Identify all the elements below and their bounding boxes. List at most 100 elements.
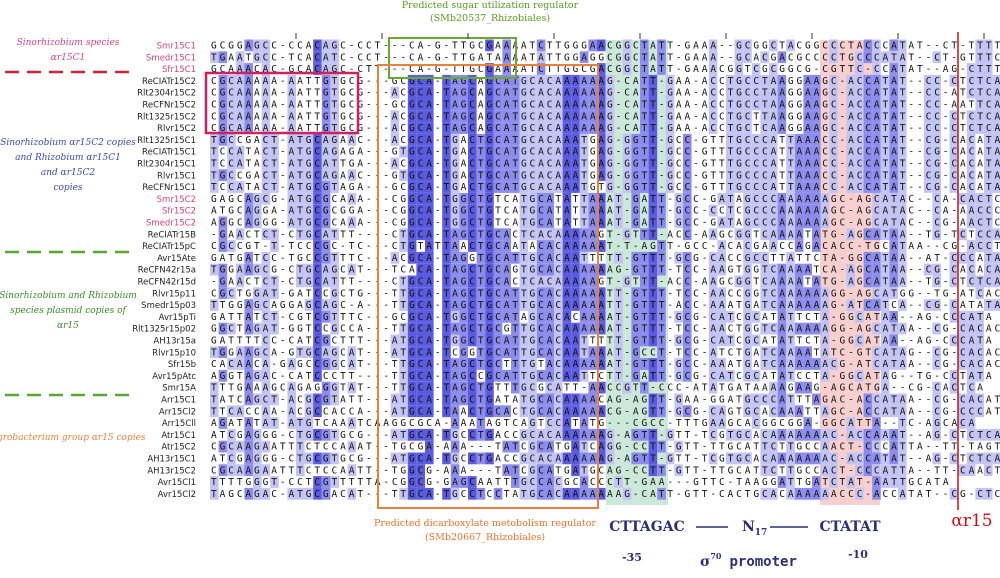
conservation-cell — [528, 181, 537, 193]
conservation-cell — [218, 133, 228, 146]
conservation-cell — [708, 346, 718, 359]
conservation-cell — [640, 122, 649, 134]
conservation-cell — [485, 393, 494, 406]
conservation-cell — [769, 452, 778, 465]
conservation-cell — [984, 452, 993, 465]
conservation-cell — [751, 98, 761, 111]
conservation-cell — [889, 428, 898, 441]
conservation-cell — [880, 74, 890, 87]
conservation-cell — [347, 346, 357, 359]
conservation-cell — [760, 358, 769, 370]
conservation-cell — [416, 487, 425, 500]
conservation-cell — [683, 405, 692, 418]
conservation-cell — [399, 322, 408, 335]
conservation-cell — [717, 358, 726, 370]
conservation-cell — [210, 169, 219, 182]
conservation-cell — [708, 228, 718, 241]
conservation-cell — [932, 452, 941, 465]
conservation-cell — [932, 169, 941, 182]
conservation-cell — [588, 122, 597, 134]
conservation-cell — [717, 310, 726, 323]
conservation-cell — [872, 216, 881, 229]
conservation-cell — [450, 405, 460, 418]
conservation-cell — [872, 393, 881, 406]
conservation-cell — [966, 63, 976, 75]
conservation-cell — [846, 133, 855, 146]
conservation-cell — [803, 417, 812, 429]
conservation-cell — [459, 204, 468, 217]
conservation-cell — [450, 299, 460, 311]
conservation-cell — [416, 275, 425, 288]
conservation-cell — [450, 181, 460, 193]
conservation-cell — [588, 405, 597, 418]
conservation-cell — [511, 310, 520, 323]
conservation-cell — [450, 86, 460, 99]
conservation-cell — [898, 122, 907, 134]
conservation-cell — [631, 428, 640, 441]
conservation-cell — [485, 346, 494, 359]
conservation-cell — [889, 346, 898, 359]
conservation-cell — [984, 464, 993, 477]
conservation-cell — [313, 192, 322, 205]
conservation-cell — [407, 122, 417, 134]
conservation-cell — [571, 452, 580, 465]
conservation-cell — [261, 440, 271, 453]
conservation-cell — [468, 476, 477, 488]
conservation-cell — [442, 346, 451, 359]
conservation-cell — [450, 110, 460, 123]
conservation-cell — [657, 251, 666, 264]
conservation-cell — [829, 452, 838, 465]
conservation-cell — [949, 145, 959, 158]
conservation-cell — [794, 299, 804, 311]
conservation-cell — [545, 476, 554, 488]
conservation-cell — [571, 263, 580, 276]
conservation-cell — [640, 74, 649, 87]
conservation-cell — [726, 110, 735, 123]
conservation-cell — [640, 157, 649, 170]
conservation-cell — [330, 51, 339, 64]
conservation-cell — [880, 310, 890, 323]
conservation-cell — [734, 74, 744, 87]
conservation-cell — [820, 322, 830, 335]
conservation-cell — [416, 204, 425, 217]
conservation-cell — [932, 157, 941, 170]
conservation-cell — [777, 204, 787, 217]
conservation-cell — [769, 192, 778, 205]
conservation-cell — [493, 74, 503, 87]
conservation-cell — [485, 275, 494, 288]
conservation-cell — [442, 192, 451, 205]
conservation-cell — [270, 145, 279, 158]
conservation-cell — [218, 110, 228, 123]
conservation-cell — [855, 310, 864, 323]
conservation-cell — [958, 358, 967, 370]
conservation-cell — [751, 251, 761, 264]
conservation-cell — [416, 98, 425, 111]
conservation-cell — [235, 405, 245, 418]
conservation-cell — [313, 275, 322, 288]
conservation-cell — [442, 358, 451, 370]
conservation-cell — [588, 98, 597, 111]
conservation-cell — [476, 428, 486, 441]
conservation-cell — [622, 145, 632, 158]
conservation-cell — [270, 240, 279, 252]
conservation-cell — [261, 110, 271, 123]
conservation-cell — [889, 122, 898, 134]
conservation-cell — [235, 86, 245, 99]
conservation-cell — [889, 192, 898, 205]
conservation-cell — [571, 275, 580, 288]
conservation-cell — [321, 122, 331, 134]
conservation-cell — [399, 169, 408, 182]
conservation-cell — [554, 358, 563, 370]
conservation-cell — [545, 145, 554, 158]
sequence-name: ReCIATr15B — [148, 230, 197, 240]
conservation-cell — [597, 263, 606, 276]
conservation-cell — [536, 86, 546, 99]
conservation-cell — [605, 452, 615, 465]
conservation-cell — [493, 287, 503, 300]
conservation-cell — [562, 322, 572, 335]
conservation-cell — [519, 263, 529, 276]
conservation-cell — [812, 98, 821, 111]
sequence-name: Rlvr15C2 — [157, 124, 196, 134]
conservation-cell — [648, 251, 658, 264]
conservation-cell — [657, 369, 666, 382]
